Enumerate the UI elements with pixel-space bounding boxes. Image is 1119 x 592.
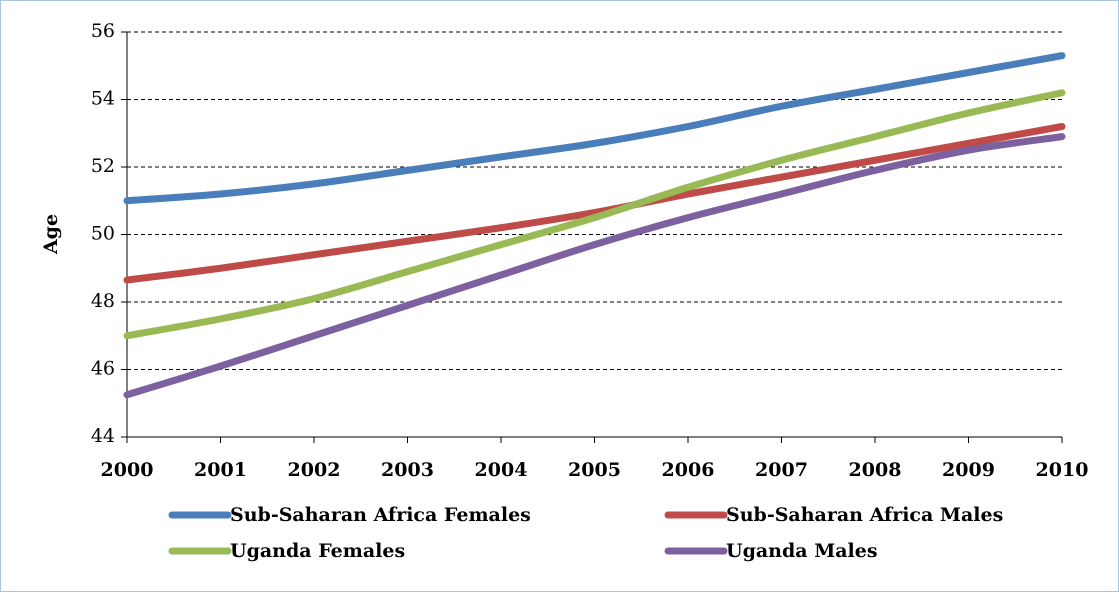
legend-label: Sub-Saharan Africa Males: [726, 504, 1003, 526]
x-tick-label: 2007: [755, 459, 808, 481]
x-tick-label: 2009: [942, 459, 995, 481]
series-line: [123, 133, 1066, 399]
y-tick-label: 56: [91, 20, 115, 42]
y-tick-label: 46: [91, 358, 115, 380]
legend-label: Uganda Males: [726, 540, 878, 562]
x-tick-label: 2008: [849, 459, 902, 481]
x-tick-label: 2002: [288, 459, 341, 481]
series-line: [123, 123, 1066, 284]
legend-label: Sub-Saharan Africa Females: [230, 504, 531, 526]
y-tick-label: 52: [91, 155, 115, 177]
y-axis-label: Age: [40, 214, 62, 255]
x-tick-label: 2000: [101, 459, 154, 481]
y-tick-label: 48: [91, 290, 115, 312]
x-tick-label: 2001: [194, 459, 247, 481]
series-line: [123, 89, 1066, 340]
x-tick-label: 2004: [475, 459, 528, 481]
x-tick-label: 2003: [381, 459, 434, 481]
x-tick-label: 2005: [568, 459, 621, 481]
y-tick-label: 44: [91, 425, 115, 447]
y-tick-label: 54: [91, 88, 115, 110]
y-tick-label: 50: [91, 223, 115, 245]
x-tick-label: 2010: [1036, 459, 1089, 481]
legend-label: Uganda Females: [230, 540, 405, 562]
x-tick-label: 2006: [662, 459, 715, 481]
series-line: [123, 52, 1066, 205]
